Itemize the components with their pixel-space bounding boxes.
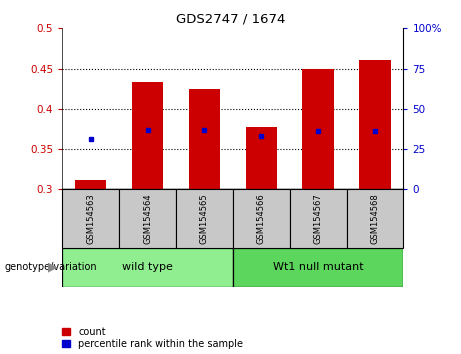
Bar <box>347 189 403 248</box>
Bar <box>62 248 233 287</box>
Bar <box>302 69 334 189</box>
Bar <box>62 189 119 248</box>
Text: Wt1 null mutant: Wt1 null mutant <box>273 262 363 272</box>
Text: GSM154567: GSM154567 <box>313 193 323 244</box>
Text: GSM154564: GSM154564 <box>143 193 152 244</box>
Bar <box>233 248 403 287</box>
Bar <box>290 189 347 248</box>
Bar <box>189 89 220 189</box>
Text: genotype/variation: genotype/variation <box>5 262 97 272</box>
Text: wild type: wild type <box>122 262 173 272</box>
Legend: count, percentile rank within the sample: count, percentile rank within the sample <box>63 327 243 349</box>
Text: GDS2747 / 1674: GDS2747 / 1674 <box>176 12 285 25</box>
Bar <box>119 189 176 248</box>
Bar <box>75 180 106 189</box>
Text: GSM154568: GSM154568 <box>371 193 379 244</box>
Text: GSM154563: GSM154563 <box>86 193 95 244</box>
Text: GSM154565: GSM154565 <box>200 193 209 244</box>
Text: GSM154566: GSM154566 <box>257 193 266 244</box>
Bar <box>246 127 277 189</box>
Bar <box>359 60 390 189</box>
Bar <box>233 189 290 248</box>
Bar <box>176 189 233 248</box>
Text: ▶: ▶ <box>48 261 58 274</box>
Bar <box>132 82 163 189</box>
